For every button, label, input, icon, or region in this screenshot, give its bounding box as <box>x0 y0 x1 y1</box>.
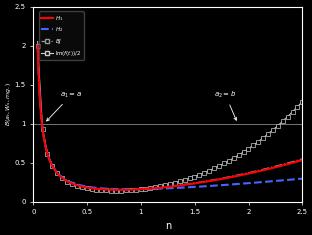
Text: $a_2 = b$: $a_2 = b$ <box>214 89 236 120</box>
Y-axis label: $B(a_t, W_s, mg.)$: $B(a_t, W_s, mg.)$ <box>4 82 13 126</box>
X-axis label: n: n <box>165 221 171 231</box>
Legend: $H_1$, $H_2$, $BJ$, $\mathrm{Im}(f(t))/2$: $H_1$, $H_2$, $BJ$, $\mathrm{Im}(f(t))/2… <box>39 11 84 60</box>
Text: $a_1 = a$: $a_1 = a$ <box>46 90 82 121</box>
